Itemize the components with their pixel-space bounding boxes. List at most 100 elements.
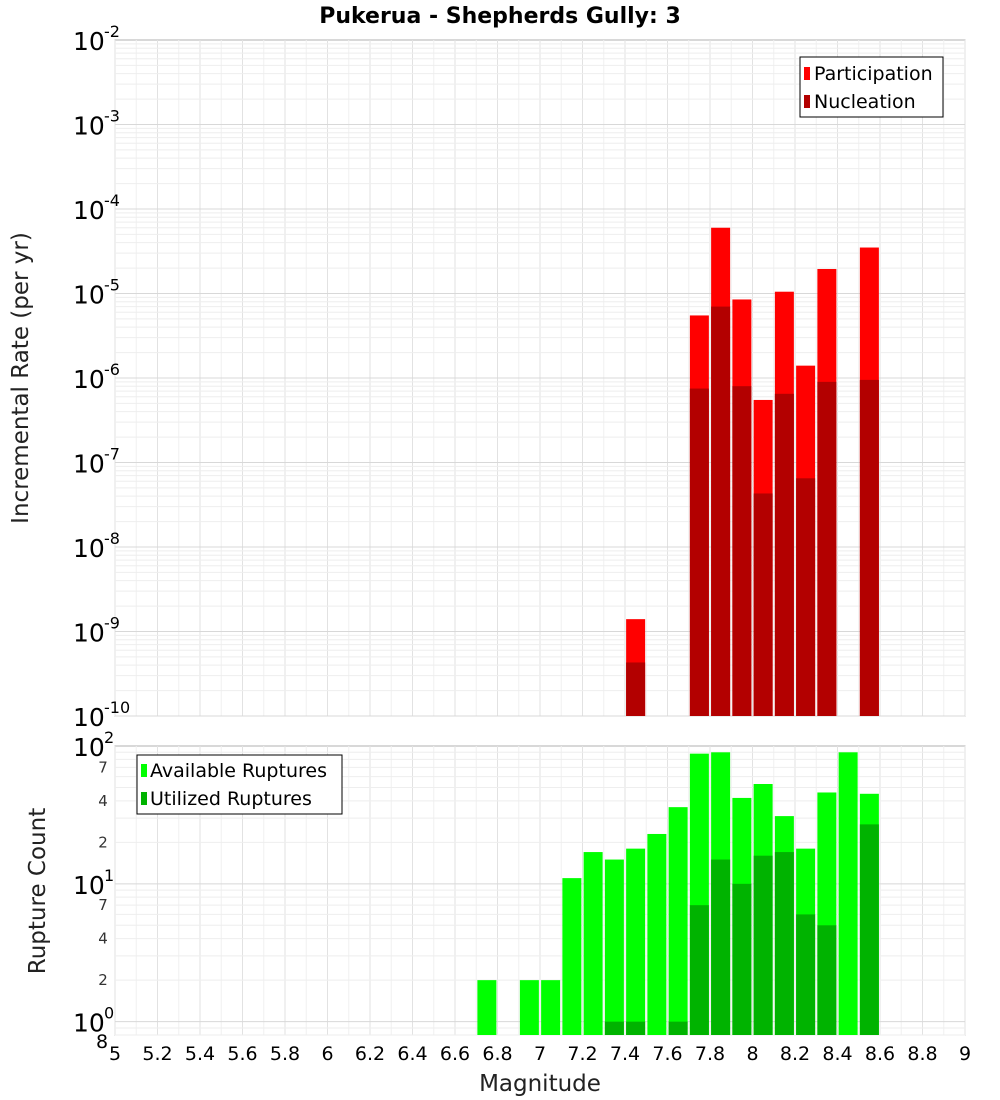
x-tick-label: 5.2 bbox=[142, 1043, 172, 1065]
nucleation-bar bbox=[626, 662, 646, 716]
top-bars bbox=[626, 227, 879, 716]
nucleation-bar bbox=[689, 388, 709, 716]
top-y-tick-exponent: -3 bbox=[104, 107, 120, 126]
bottom-y-minor-tick: 7 bbox=[98, 896, 108, 914]
top-y-tick-base: 10 bbox=[73, 534, 105, 563]
legend-label-available: Available Ruptures bbox=[150, 760, 327, 782]
x-tick-label: 6.4 bbox=[397, 1043, 427, 1065]
top-legend: Participation Nucleation bbox=[799, 56, 944, 118]
bottom-y-axis-label: Rupture Count bbox=[25, 808, 51, 974]
legend-label-nucleation: Nucleation bbox=[814, 91, 916, 113]
top-y-tick-base: 10 bbox=[73, 27, 105, 56]
top-y-tick-exponent: -10 bbox=[104, 698, 130, 717]
nucleation-bar bbox=[796, 478, 816, 716]
top-y-tick-base: 10 bbox=[73, 281, 105, 310]
x-tick-label: 8.8 bbox=[907, 1043, 937, 1065]
top-y-tick-exponent: -6 bbox=[104, 360, 120, 379]
nucleation-bar bbox=[732, 386, 752, 716]
top-y-tick-base: 10 bbox=[73, 196, 105, 225]
utilized-bar bbox=[689, 905, 709, 1035]
nucleation-bar bbox=[711, 306, 731, 716]
top-gridlines bbox=[114, 40, 966, 717]
nucleation-bar bbox=[817, 381, 837, 716]
x-tick-label: 9 bbox=[959, 1043, 971, 1065]
nucleation-bar bbox=[774, 393, 794, 716]
top-y-tick-base: 10 bbox=[73, 703, 105, 732]
x-tick-label: 5 bbox=[109, 1043, 121, 1065]
available-bar bbox=[583, 852, 603, 1035]
x-tick-label: 6.2 bbox=[355, 1043, 385, 1065]
legend-swatch-participation bbox=[804, 67, 810, 80]
nucleation-bar bbox=[753, 493, 773, 716]
bottom-legend: Available Ruptures Utilized Ruptures bbox=[136, 754, 343, 815]
top-legend-box bbox=[799, 56, 944, 118]
available-bar bbox=[562, 878, 582, 1035]
x-tick-label: 5.8 bbox=[270, 1043, 300, 1065]
top-y-tick-labels: 10-210-310-410-510-610-710-810-910-10 bbox=[73, 22, 130, 732]
legend-label-utilized: Utilized Ruptures bbox=[150, 788, 312, 810]
available-bar bbox=[519, 980, 539, 1035]
top-y-tick-exponent: -4 bbox=[104, 191, 120, 210]
utilized-bar bbox=[732, 883, 752, 1035]
x-tick-label: 5.4 bbox=[185, 1043, 215, 1065]
bottom-y-minor-tick: 4 bbox=[98, 930, 108, 948]
x-tick-label: 8.6 bbox=[865, 1043, 895, 1065]
legend-swatch-nucleation bbox=[804, 95, 810, 108]
top-y-tick-exponent: -9 bbox=[104, 614, 120, 633]
top-y-tick-exponent: -5 bbox=[104, 276, 120, 295]
available-bar bbox=[541, 980, 561, 1035]
legend-swatch-utilized bbox=[141, 792, 147, 805]
available-bar bbox=[838, 752, 858, 1035]
top-y-tick-base: 10 bbox=[73, 619, 105, 648]
x-tick-label: 7 bbox=[534, 1043, 546, 1065]
top-y-tick-base: 10 bbox=[73, 365, 105, 394]
utilized-bar bbox=[711, 859, 731, 1035]
bottom-legend-box bbox=[136, 754, 343, 815]
top-y-tick-base: 10 bbox=[73, 450, 105, 479]
x-tick-label: 7.6 bbox=[652, 1043, 682, 1065]
bottom-bars bbox=[477, 752, 879, 1035]
top-y-tick-exponent: -2 bbox=[104, 22, 120, 41]
utilized-bar bbox=[859, 824, 879, 1035]
available-bar bbox=[647, 833, 667, 1035]
utilized-bar bbox=[668, 1021, 688, 1035]
top-y-axis-label: Incremental Rate (per yr) bbox=[8, 232, 34, 524]
bottom-y-minor-tick: 2 bbox=[98, 833, 108, 851]
utilized-bar bbox=[817, 925, 837, 1035]
chart-title: Pukerua - Shepherds Gully: 3 bbox=[319, 4, 681, 29]
bottom-y-tick-exponent: 0 bbox=[104, 1004, 114, 1023]
x-tick-label: 7.2 bbox=[567, 1043, 597, 1065]
x-tick-labels: 5 5.2 5.4 5.6 5.8 6 6.2 6.4 6.6 6.8 7 7.2 7.4 7.6 7.8 8… bbox=[109, 1043, 971, 1065]
available-bar bbox=[668, 807, 688, 1035]
x-tick-label: 8 bbox=[746, 1043, 758, 1065]
bottom-y-tick-base: 10 bbox=[73, 871, 105, 900]
available-bar bbox=[604, 859, 624, 1035]
legend-label-participation: Participation bbox=[814, 63, 933, 85]
legend-swatch-available bbox=[141, 764, 147, 777]
bottom-y-tick-base: 10 bbox=[73, 1009, 105, 1038]
top-plot: 10-210-310-410-510-610-710-810-910-10 In… bbox=[8, 22, 966, 732]
bottom-y-tick-exponent: 1 bbox=[104, 866, 114, 885]
utilized-bar bbox=[626, 1021, 646, 1035]
utilized-bar bbox=[753, 855, 773, 1035]
bottom-y-tick-base: 10 bbox=[73, 733, 105, 762]
x-axis-label: Magnitude bbox=[479, 1071, 601, 1097]
bottom-y-minor-tick: 7 bbox=[98, 758, 108, 776]
top-y-tick-base: 10 bbox=[73, 112, 105, 141]
x-tick-label: 5.6 bbox=[227, 1043, 257, 1065]
utilized-bar bbox=[604, 1021, 624, 1035]
bottom-y-minor-tick: 4 bbox=[98, 792, 108, 810]
x-tick-label: 7.8 bbox=[695, 1043, 725, 1065]
x-tick-label: 6.8 bbox=[482, 1043, 512, 1065]
utilized-bar bbox=[796, 914, 816, 1035]
x-tick-label: 6.6 bbox=[440, 1043, 470, 1065]
nucleation-bar bbox=[859, 379, 879, 716]
available-bar bbox=[477, 980, 497, 1035]
bottom-y-tick-exponent: 2 bbox=[104, 728, 114, 747]
x-tick-label: 6 bbox=[321, 1043, 333, 1065]
bottom-y-minor-tick: 8 bbox=[96, 1031, 108, 1053]
x-tick-label: 7.4 bbox=[610, 1043, 640, 1065]
